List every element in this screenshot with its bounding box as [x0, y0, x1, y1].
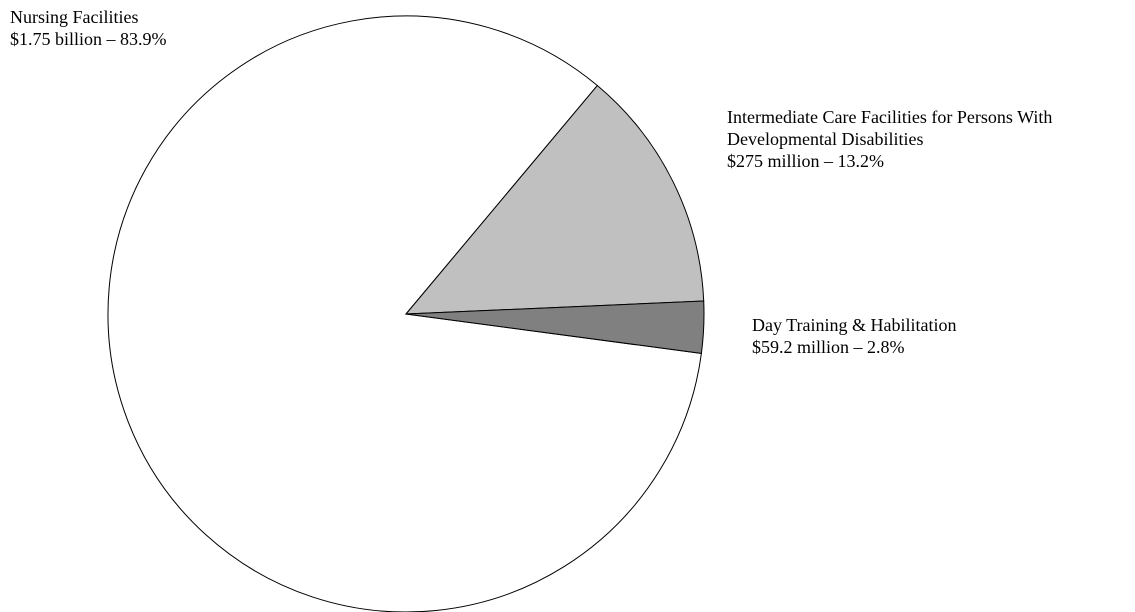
pie-slice: [404, 84, 705, 315]
value-label: $275 million – 13.2%: [727, 151, 884, 171]
value-label: $59.2 million – 2.8%: [752, 337, 905, 357]
category-label: Nursing Facilities: [10, 7, 139, 27]
slice-label: Day Training & Habilitation $59.2 millio…: [752, 314, 1052, 358]
pie-slice: [405, 300, 705, 354]
value-label: $1.75 billion – 83.9%: [10, 29, 167, 49]
pie-slice: [107, 15, 702, 612]
slice-label: Intermediate Care Facilities for Persons…: [727, 106, 1132, 172]
category-label: Day Training & Habilitation: [752, 315, 957, 335]
slice-label: Nursing Facilities $1.75 billion – 83.9%: [10, 6, 270, 50]
category-label: Intermediate Care Facilities for Persons…: [727, 107, 1053, 149]
